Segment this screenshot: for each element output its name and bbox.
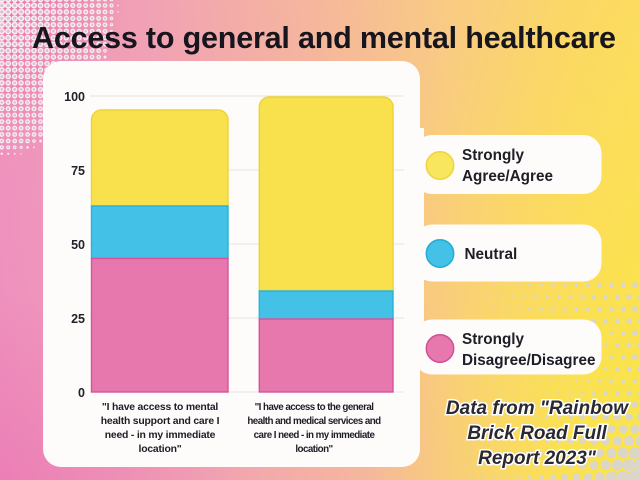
svg-text:Brick Road Full: Brick Road Full — [467, 423, 607, 444]
svg-text:Data from "Rainbow: Data from "Rainbow — [446, 398, 629, 419]
svg-text:Report 2023": Report 2023" — [478, 448, 597, 469]
